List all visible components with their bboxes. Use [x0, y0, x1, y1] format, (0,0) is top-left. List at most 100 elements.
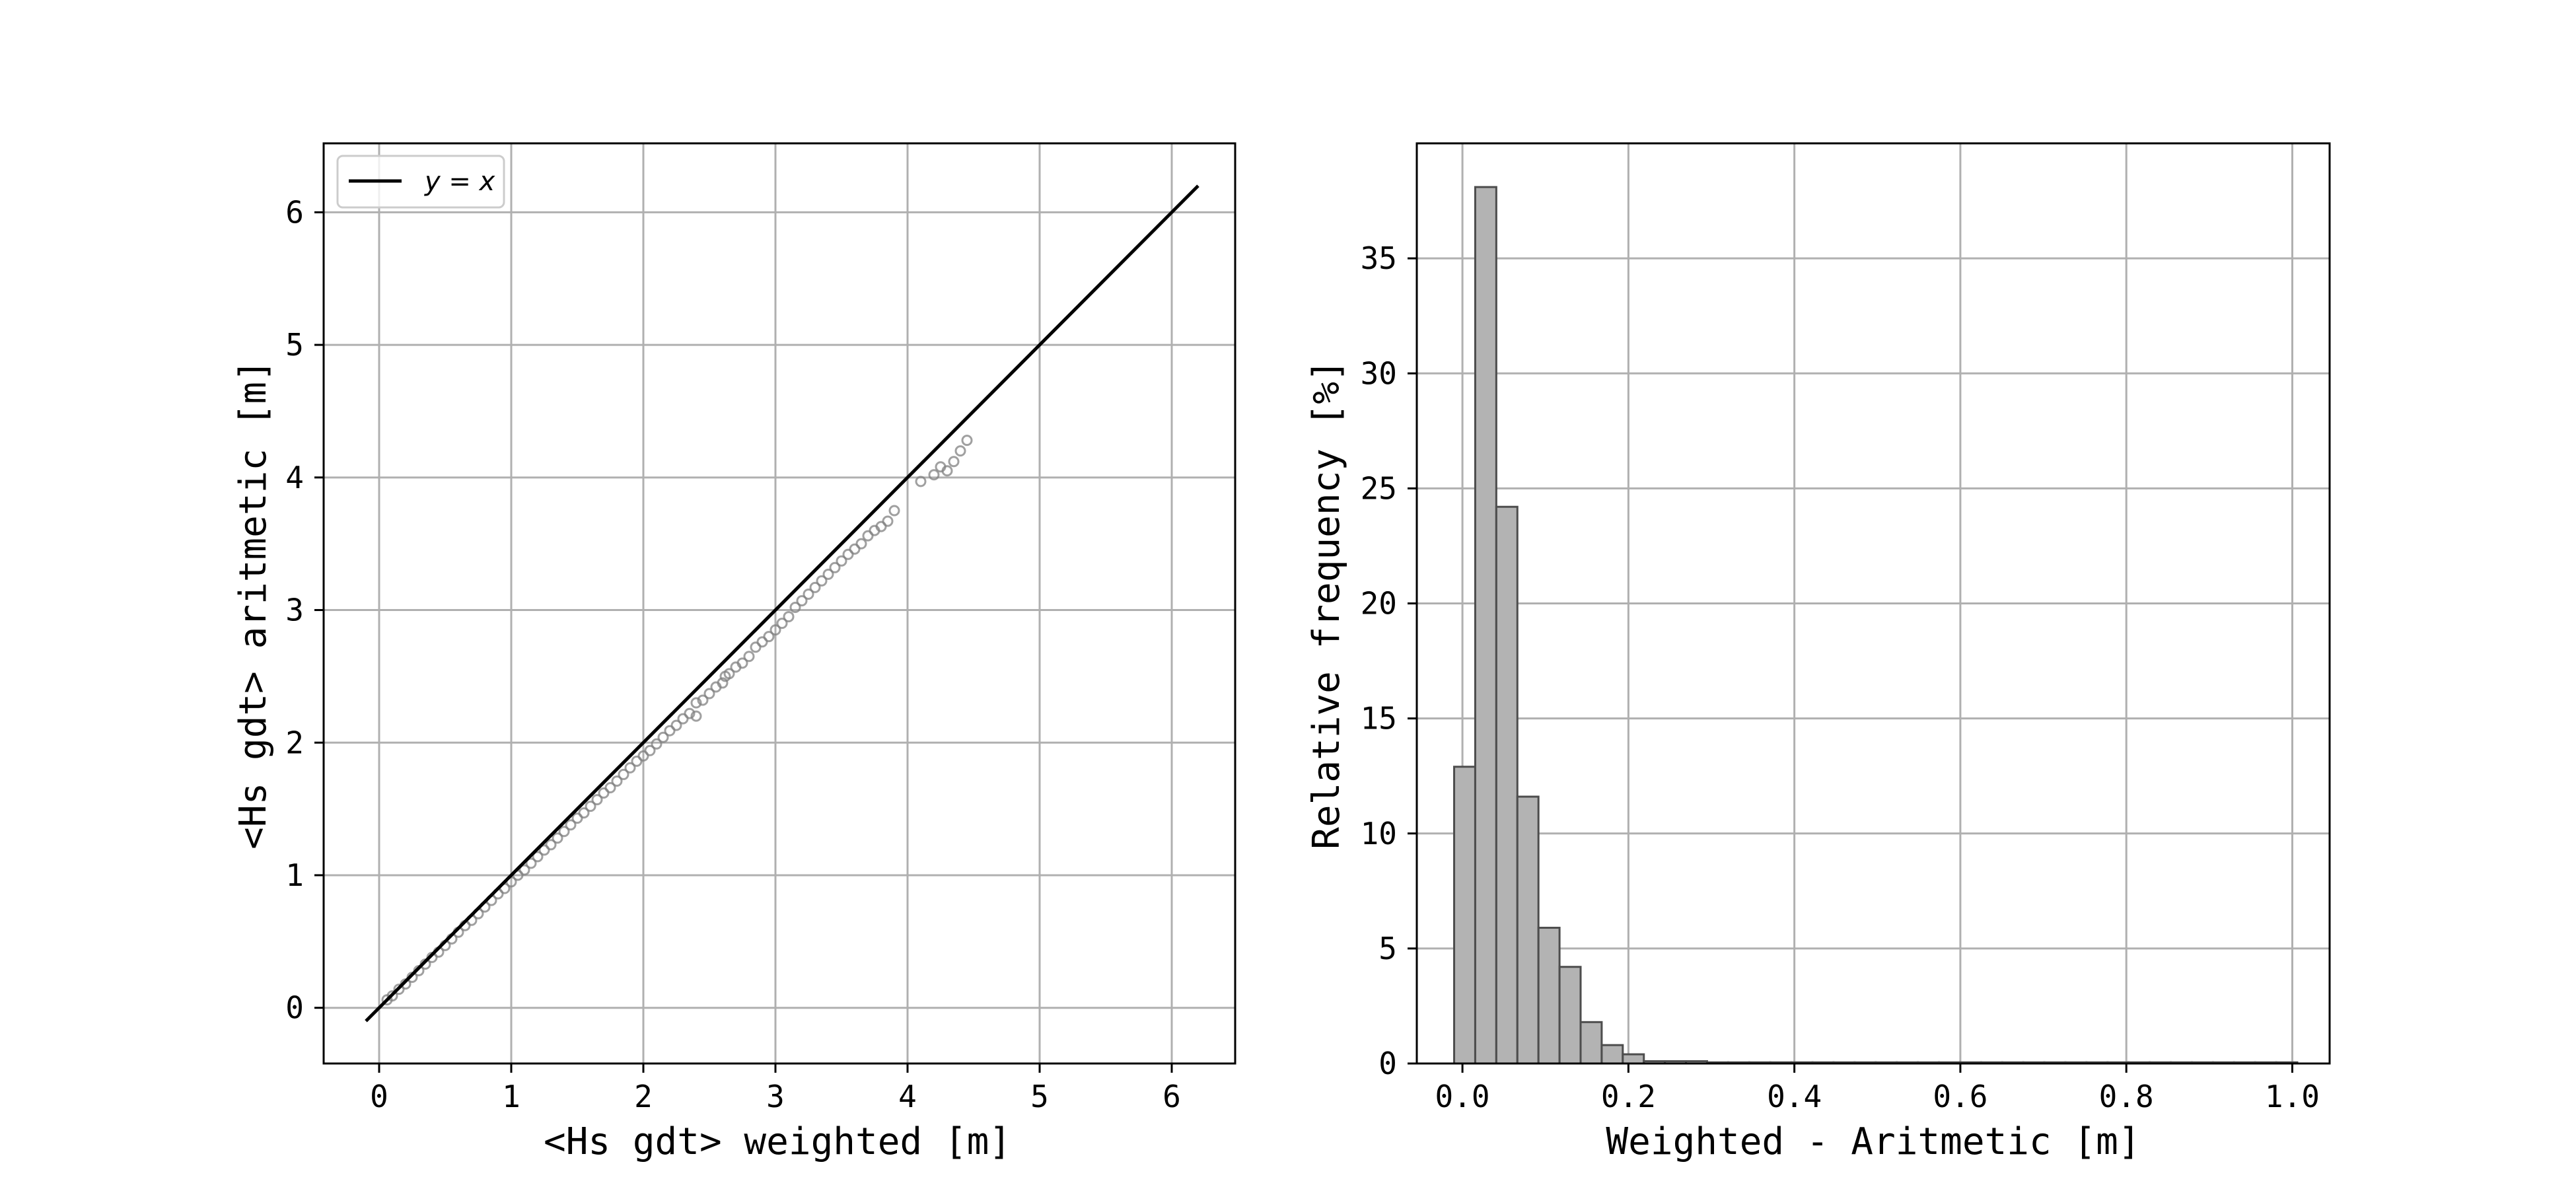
scatter-point [789, 602, 801, 614]
scatter-point [717, 677, 729, 689]
scatter-point [651, 738, 662, 750]
histogram-y-tick-label: 35 [1361, 240, 1397, 276]
scatter-y-tick-label: 1 [285, 857, 304, 893]
scatter-point [803, 588, 814, 600]
scatter-point [670, 719, 682, 731]
scatter-point [697, 694, 709, 706]
scatter-point [849, 543, 861, 555]
scatter-point [519, 864, 530, 876]
histogram-y-tick-label: 0 [1378, 1046, 1397, 1081]
histogram-y-axis-label: Relative frequency [%] [1305, 359, 1348, 849]
scatter-points [381, 435, 973, 1006]
histogram-axes-frame [1415, 142, 2331, 1065]
scatter-point [585, 801, 596, 812]
scatter-point [578, 807, 590, 819]
scatter-point [677, 713, 689, 725]
scatter-x-tick-label: 3 [766, 1079, 785, 1114]
histogram-y-tick-label: 5 [1378, 931, 1397, 966]
scatter-point [875, 521, 887, 532]
scatter-point [558, 826, 570, 838]
scatter-point [571, 812, 583, 824]
scatter-point [822, 568, 834, 580]
scatter-y-tick-label: 3 [285, 593, 304, 628]
scatter-point [618, 768, 629, 780]
scatter-point [941, 465, 953, 477]
scatter-point [532, 851, 544, 863]
scatter-point [604, 782, 616, 794]
scatter-x-tick-label: 5 [1030, 1079, 1049, 1114]
histogram-bar [1537, 927, 1561, 1065]
scatter-point [611, 775, 623, 787]
scatter-point [657, 731, 669, 743]
histogram-y-tick-label: 15 [1361, 701, 1397, 737]
scatter-y-tick-label: 5 [285, 327, 304, 363]
histogram-x-tick-label: 1.0 [2265, 1079, 2320, 1114]
scatter-point [809, 581, 821, 593]
scatter-point [631, 755, 643, 767]
histogram-y-tick-label: 30 [1361, 355, 1397, 391]
histogram-bar [1474, 186, 1497, 1065]
scatter-grid [324, 143, 1235, 1063]
scatter-point [644, 744, 656, 756]
scatter-point [961, 435, 973, 447]
scatter-point [750, 641, 762, 653]
scatter-x-tick-label: 2 [634, 1079, 653, 1114]
identity-line [365, 184, 1199, 1023]
histogram-bar [1495, 505, 1519, 1065]
scatter-point [703, 688, 715, 700]
scatter-point [690, 697, 702, 709]
scatter-y-tick-label: 2 [285, 725, 304, 760]
scatter-point [776, 618, 788, 630]
histogram-y-tick-label: 25 [1361, 470, 1397, 506]
scatter-point [948, 456, 960, 468]
scatter-axes-frame [322, 142, 1236, 1065]
histogram-bar [1558, 966, 1582, 1065]
scatter-point [598, 787, 610, 799]
scatter-point [769, 624, 781, 636]
scatter-point [386, 990, 398, 1002]
scatter-point [684, 707, 696, 719]
legend-box [336, 155, 505, 209]
scatter-point [637, 750, 649, 762]
histogram-bar [1516, 795, 1540, 1065]
scatter-point [829, 561, 841, 573]
scatter-point [836, 555, 847, 567]
scatter-x-tick-label: 6 [1163, 1079, 1181, 1114]
histogram-x-tick-label: 0.4 [1767, 1079, 1822, 1114]
scatter-point [624, 762, 636, 774]
scatter-x-tick-label: 4 [898, 1079, 917, 1114]
scatter-x-axis-label: <Hs gdt> weighted [m] [544, 1120, 1011, 1163]
scatter-x-tick-label: 0 [370, 1079, 388, 1114]
histogram-panel: 0.0 0.2 0.4 0.6 0.8 1.0 0 5 10 15 20 25 30 35 Weighte… [1305, 142, 2331, 1163]
scatter-point [763, 631, 775, 643]
scatter-point [664, 725, 676, 737]
scatter-y-tick-label: 6 [285, 194, 304, 230]
histogram-y-tick-label: 20 [1361, 586, 1397, 622]
histogram-x-tick-label: 0.8 [2099, 1079, 2154, 1114]
scatter-panel: 0 1 2 3 4 5 6 0 1 2 3 4 5 6 y = x <Hs gdt> weighted [… [232, 142, 1236, 1163]
scatter-point [525, 857, 537, 869]
histogram-y-tick-label: 10 [1361, 816, 1397, 851]
histogram-ticks: 0.0 0.2 0.4 0.6 0.8 1.0 0 5 10 15 20 25 30 35 [1361, 240, 2320, 1114]
scatter-point [783, 611, 795, 623]
scatter-x-tick-label: 1 [502, 1079, 520, 1114]
histogram-bar [1622, 1053, 1645, 1065]
scatter-point [882, 515, 894, 527]
histogram-x-tick-label: 0.0 [1435, 1079, 1490, 1114]
histogram-x-tick-label: 0.2 [1601, 1079, 1656, 1114]
scatter-point [736, 657, 748, 669]
scatter-point [862, 530, 874, 542]
histogram-x-axis-label: Weighted - Aritmetic [m] [1606, 1120, 2140, 1163]
histogram-bar [1600, 1044, 1624, 1065]
scatter-point [855, 538, 867, 550]
histogram-x-tick-label: 0.6 [1933, 1079, 1987, 1114]
scatter-point [723, 668, 735, 680]
scatter-point [552, 832, 563, 844]
scatter-point [842, 548, 854, 560]
scatter-y-tick-label: 0 [285, 990, 304, 1026]
scatter-point [888, 505, 900, 517]
scatter-point [393, 984, 405, 995]
scatter-point [690, 710, 702, 722]
histogram-bar [1453, 766, 1476, 1065]
scatter-y-tick-label: 4 [285, 460, 304, 495]
